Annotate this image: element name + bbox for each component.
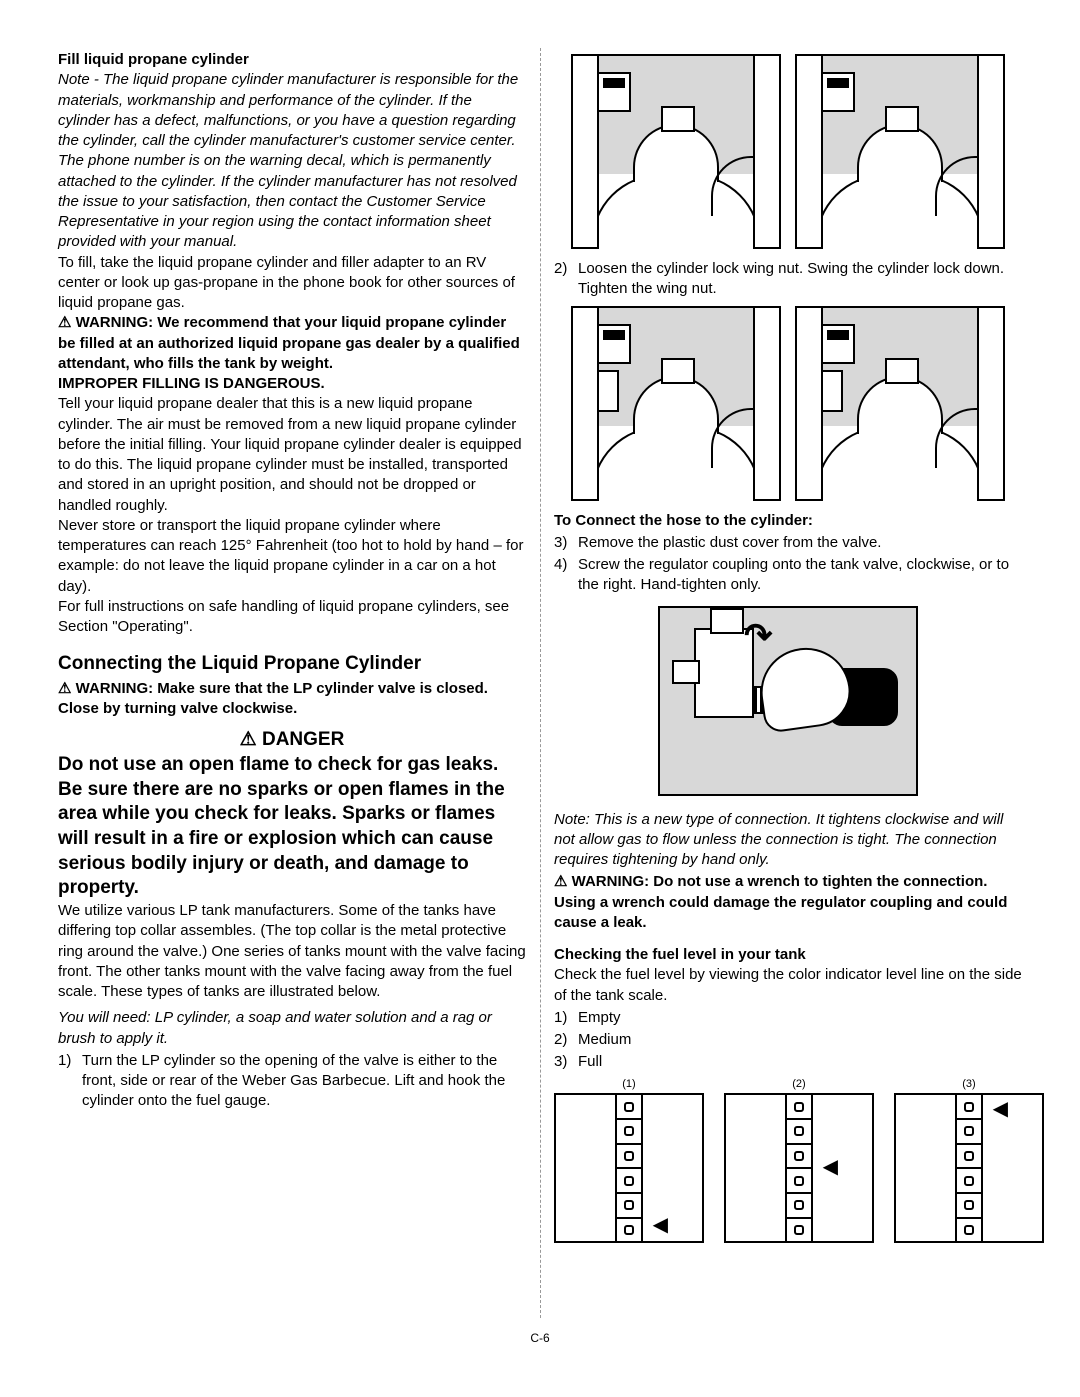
connecting-heading: Connecting the Liquid Propane Cylinder [58, 651, 526, 677]
step-1: 1) Turn the LP cylinder so the opening o… [58, 1051, 526, 1112]
you-will-need: You will need: LP cylinder, a soap and w… [58, 1008, 526, 1049]
check-fuel-text: Check the fuel level by viewing the colo… [554, 965, 1022, 1006]
level-2-text: Medium [578, 1030, 1022, 1050]
level-1: 1) Empty [554, 1008, 1022, 1028]
step-3-num: 3) [554, 533, 578, 553]
step-3-text: Remove the plastic dust cover from the v… [578, 533, 1022, 553]
never-store: Never store or transport the liquid prop… [58, 516, 526, 597]
warning-valve-closed: ⚠ WARNING: Make sure that the LP cylinde… [58, 679, 526, 720]
cylinder-figure-front [571, 54, 781, 249]
danger-heading: ⚠ DANGER [58, 727, 526, 753]
hand-tighten-figure: ↷ [554, 606, 1022, 796]
step-2-text: Loosen the cylinder lock wing nut. Swing… [578, 259, 1022, 300]
full-instructions: For full instructions on safe handling o… [58, 597, 526, 638]
step-4-text: Screw the regulator coupling onto the ta… [578, 555, 1022, 596]
level-2-num: 2) [554, 1030, 578, 1050]
utilize-text: We utilize various LP tank manufacturers… [58, 901, 526, 1002]
fuel-scale-row: (1) ◀ (2) [554, 1077, 1022, 1244]
check-fuel-heading: Checking the fuel level in your tank [554, 945, 1022, 965]
level-3-num: 3) [554, 1052, 578, 1072]
improper-filling: IMPROPER FILLING IS DANGEROUS. [58, 374, 526, 394]
fuel-scale-full: (3) ◀ [894, 1077, 1044, 1244]
cylinder-figure-row-2 [554, 306, 1022, 501]
cylinder-figure-lock-1 [571, 306, 781, 501]
fill-instructions: To fill, take the liquid propane cylinde… [58, 253, 526, 314]
level-1-num: 1) [554, 1008, 578, 1028]
connect-hose-heading: To Connect the hose to the cylinder: [554, 511, 1022, 531]
pointer-icon: ◀ [653, 1215, 668, 1235]
warning-fill: ⚠ WARNING: We recommend that your liquid… [58, 313, 526, 374]
level-3: 3) Full [554, 1052, 1022, 1072]
fuel-scale-medium: (2) ◀ [724, 1077, 874, 1244]
page-columns: Fill liquid propane cylinder Note - The … [58, 48, 1022, 1318]
scale-label-3: (3) [894, 1077, 1044, 1092]
pointer-icon: ◀ [993, 1099, 1008, 1119]
step-1-num: 1) [58, 1051, 82, 1112]
warning-wrench: ⚠ WARNING: Do not use a wrench to tighte… [554, 872, 1022, 933]
scale-label-2: (2) [724, 1077, 874, 1092]
step-3: 3) Remove the plastic dust cover from th… [554, 533, 1022, 553]
dealer-text: Tell your liquid propane dealer that thi… [58, 394, 526, 516]
step-2-num: 2) [554, 259, 578, 300]
level-2: 2) Medium [554, 1030, 1022, 1050]
cylinder-figure-lock-2 [795, 306, 1005, 501]
connection-note: Note: This is a new type of connection. … [554, 810, 1022, 871]
manufacturer-note: Note - The liquid propane cylinder manuf… [58, 70, 526, 252]
fuel-scale-empty: (1) ◀ [554, 1077, 704, 1244]
fill-heading: Fill liquid propane cylinder [58, 50, 526, 70]
level-1-text: Empty [578, 1008, 1022, 1028]
cylinder-figure-rear [795, 54, 1005, 249]
level-3-text: Full [578, 1052, 1022, 1072]
page-number: C-6 [58, 1330, 1022, 1346]
rotate-arrow-icon: ↷ [744, 614, 773, 660]
danger-body: Do not use an open flame to check for ga… [58, 753, 526, 901]
cylinder-figure-row-1 [554, 54, 1022, 249]
pointer-icon: ◀ [823, 1157, 838, 1177]
step-4: 4) Screw the regulator coupling onto the… [554, 555, 1022, 596]
scale-label-1: (1) [554, 1077, 704, 1092]
step-4-num: 4) [554, 555, 578, 596]
step-2: 2) Loosen the cylinder lock wing nut. Sw… [554, 259, 1022, 300]
step-1-text: Turn the LP cylinder so the opening of t… [82, 1051, 526, 1112]
